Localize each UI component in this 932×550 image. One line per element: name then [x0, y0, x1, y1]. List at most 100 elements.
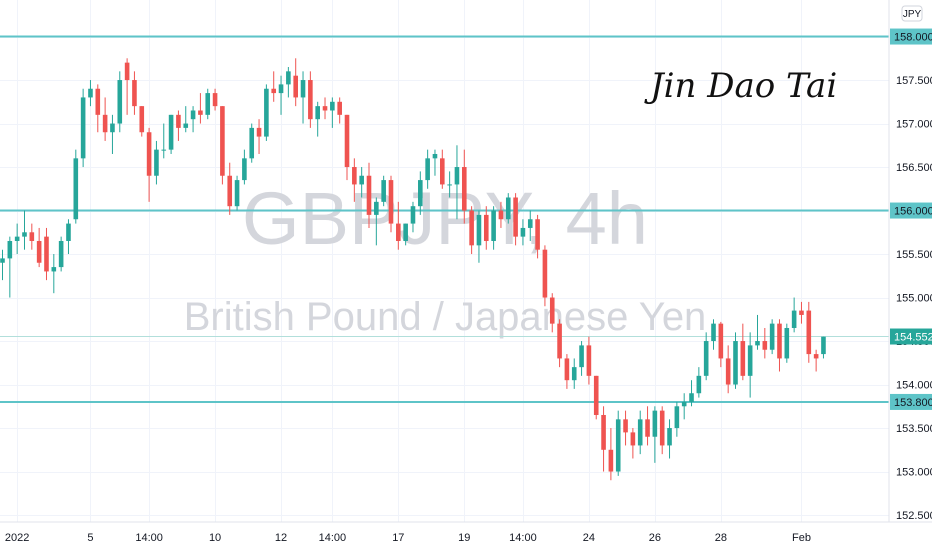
candle[interactable] — [359, 167, 364, 198]
candle[interactable] — [483, 206, 489, 250]
candle[interactable] — [51, 254, 57, 294]
candle[interactable] — [615, 410, 621, 476]
candle[interactable] — [740, 323, 746, 381]
candle[interactable] — [425, 149, 430, 189]
candle[interactable] — [190, 106, 196, 133]
candle[interactable] — [271, 71, 277, 102]
candle[interactable] — [102, 97, 108, 141]
candle[interactable] — [579, 341, 584, 376]
candle[interactable] — [498, 201, 504, 228]
candle[interactable] — [564, 354, 570, 389]
candle[interactable] — [806, 301, 812, 363]
candle[interactable] — [7, 236, 13, 298]
candle[interactable] — [652, 406, 658, 463]
candle[interactable] — [146, 127, 152, 202]
candle[interactable] — [535, 214, 540, 259]
candle[interactable] — [799, 301, 804, 324]
candle[interactable] — [454, 145, 460, 220]
candle[interactable] — [330, 97, 335, 128]
candle[interactable] — [44, 227, 49, 281]
candle[interactable] — [337, 97, 342, 124]
candle[interactable] — [747, 332, 753, 398]
candle[interactable] — [0, 249, 5, 281]
candle[interactable] — [293, 58, 298, 107]
candle[interactable] — [73, 149, 79, 224]
candle[interactable] — [491, 206, 496, 250]
candle[interactable] — [352, 158, 357, 202]
candle[interactable] — [264, 84, 269, 141]
candle[interactable] — [117, 71, 123, 133]
candle[interactable] — [278, 75, 284, 115]
candle[interactable] — [637, 410, 643, 455]
candle[interactable] — [791, 297, 797, 333]
candle[interactable] — [234, 175, 240, 211]
candle[interactable] — [513, 193, 518, 246]
candle[interactable] — [132, 71, 137, 115]
candle[interactable] — [630, 428, 636, 459]
candle[interactable] — [718, 321, 724, 368]
candle[interactable] — [139, 106, 145, 137]
candle[interactable] — [586, 336, 592, 385]
candle[interactable] — [725, 345, 731, 394]
candle[interactable] — [557, 319, 562, 368]
candle[interactable] — [161, 123, 167, 159]
candle[interactable] — [198, 93, 203, 124]
candle[interactable] — [300, 71, 306, 124]
candle[interactable] — [703, 332, 709, 381]
candle[interactable] — [220, 106, 225, 185]
candle[interactable] — [659, 406, 665, 455]
candle[interactable] — [366, 162, 372, 228]
candle[interactable] — [681, 393, 687, 420]
candle[interactable] — [322, 97, 328, 120]
candle[interactable] — [212, 88, 218, 111]
candle[interactable] — [58, 236, 64, 272]
candle[interactable] — [14, 223, 20, 255]
candle[interactable] — [154, 140, 159, 185]
candle[interactable] — [176, 110, 181, 141]
candle[interactable] — [608, 428, 614, 481]
candle[interactable] — [168, 114, 174, 154]
candle[interactable] — [520, 219, 526, 246]
candle[interactable] — [286, 66, 291, 98]
candle[interactable] — [88, 80, 93, 107]
candle[interactable] — [813, 349, 819, 372]
candle[interactable] — [476, 210, 482, 263]
candle[interactable] — [733, 332, 738, 389]
candle[interactable] — [29, 223, 35, 250]
candle[interactable] — [769, 319, 775, 355]
candle[interactable] — [689, 380, 694, 407]
candle[interactable] — [549, 293, 555, 333]
candle[interactable] — [410, 201, 416, 233]
candle[interactable] — [461, 149, 467, 224]
candle[interactable] — [124, 58, 130, 115]
candle[interactable] — [447, 171, 452, 198]
candle[interactable] — [388, 175, 394, 233]
candle[interactable] — [403, 223, 408, 246]
candle[interactable] — [440, 149, 445, 189]
candle[interactable] — [601, 406, 606, 472]
candle[interactable] — [711, 319, 716, 350]
candle[interactable] — [66, 219, 71, 255]
candle[interactable] — [22, 210, 27, 250]
candle[interactable] — [777, 319, 782, 372]
candle[interactable] — [249, 123, 255, 163]
candle[interactable] — [205, 88, 211, 120]
currency-badge[interactable]: JPY — [901, 5, 923, 22]
candle[interactable] — [762, 327, 768, 359]
candle[interactable] — [505, 193, 511, 224]
candle[interactable] — [95, 84, 101, 133]
candle[interactable] — [784, 323, 790, 363]
candle[interactable] — [469, 206, 474, 255]
candle[interactable] — [645, 406, 650, 446]
candle[interactable] — [418, 171, 423, 215]
candle[interactable] — [527, 210, 533, 241]
candle[interactable] — [755, 314, 760, 350]
candle[interactable] — [571, 358, 577, 389]
candle[interactable] — [667, 419, 672, 459]
candle[interactable] — [80, 88, 86, 168]
candle[interactable] — [110, 114, 115, 154]
candle[interactable] — [315, 101, 320, 137]
candle[interactable] — [381, 175, 386, 207]
candle[interactable] — [36, 227, 42, 268]
